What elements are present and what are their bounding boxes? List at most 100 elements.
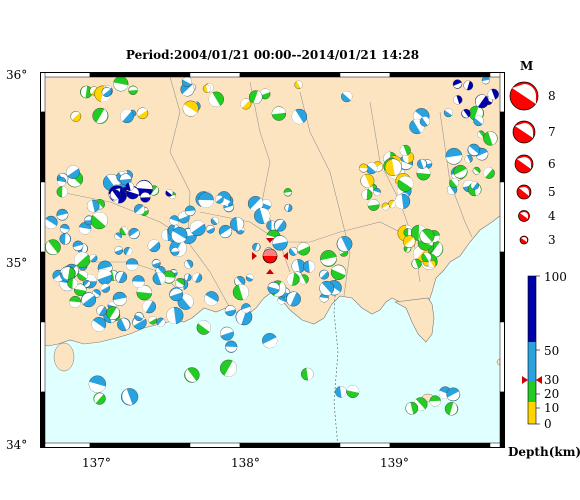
quake-beachball	[113, 76, 129, 92]
quake-beachball	[252, 242, 261, 252]
quake-beachball	[402, 235, 416, 248]
quake-beachball	[346, 385, 360, 398]
quake-beachball	[262, 333, 278, 349]
quake-beachball	[119, 173, 132, 186]
quake-beachball	[444, 402, 459, 416]
quake-beachball	[232, 284, 250, 301]
quake-beachball	[428, 259, 437, 268]
quake-beachball	[169, 287, 184, 302]
quake-beachball	[467, 143, 481, 157]
seismicity-map[interactable]	[40, 72, 505, 448]
quake-beachball	[77, 270, 88, 281]
quake-beachball	[298, 274, 309, 285]
frame-segment-right	[499, 391, 505, 448]
quake-beachball	[89, 254, 98, 263]
quake-beachball	[162, 270, 176, 284]
quake-beachball	[472, 166, 481, 175]
quake-beachball	[453, 164, 468, 179]
quake-beachball	[483, 167, 495, 179]
lon-label-138: 138°	[231, 456, 260, 470]
depth-band-mid	[528, 382, 536, 402]
mag-4-symbol	[518, 210, 530, 222]
quake-beachball	[57, 176, 67, 187]
quake-beachball	[74, 251, 91, 269]
mag-6-label: 6	[548, 157, 556, 171]
frame-segment-left	[40, 391, 46, 448]
quake-beachball	[151, 258, 161, 268]
quake-beachball	[445, 147, 463, 165]
depth-tick-0: 0	[544, 417, 552, 431]
quake-beachball	[225, 340, 238, 353]
quake-beachball	[182, 100, 199, 117]
quake-beachball	[365, 162, 378, 175]
quake-beachball	[230, 217, 245, 232]
quake-beachball	[273, 218, 287, 232]
quake-beachball	[419, 228, 435, 244]
quake-beachball	[112, 291, 127, 307]
quake-beachball	[405, 401, 419, 415]
quake-beachball	[171, 247, 180, 256]
quake-beachball	[219, 359, 237, 377]
map-border	[40, 72, 505, 448]
magnitude-legend: M 8 7 6 5 4 3	[509, 59, 556, 247]
quake-beachball	[245, 273, 254, 282]
quake-beachball	[449, 178, 459, 188]
depth-tick-100: 100	[544, 270, 567, 284]
quake-beachball	[109, 189, 121, 201]
quake-beachball	[117, 317, 131, 332]
quake-beachball	[285, 291, 301, 307]
quake-beachball	[388, 199, 397, 209]
quake-beachball	[125, 258, 139, 271]
quake-beachball	[296, 242, 311, 256]
mag-3-symbol	[519, 235, 529, 245]
quake-beachball	[208, 91, 225, 107]
quake-beachball	[115, 270, 128, 283]
quake-beachball	[134, 311, 144, 322]
quake-beachball	[294, 80, 303, 89]
quake-beachball	[359, 163, 369, 173]
quake-beachball	[192, 272, 203, 283]
lat-label-36: 36°	[6, 68, 28, 82]
lat-label-34: 34°	[6, 438, 28, 452]
quake-beachball	[120, 109, 134, 124]
depth-tick-50: 50	[544, 344, 559, 358]
depth-ticks	[536, 275, 540, 425]
depth-legend: 100 50 30 20 10 0 Depth(km)	[508, 270, 580, 459]
quake-beachball	[81, 292, 97, 308]
quake-beachball	[196, 320, 212, 335]
quake-beachball	[373, 188, 381, 196]
quake-beachball	[171, 226, 188, 243]
quake-beachball	[394, 193, 411, 210]
quake-beachball	[44, 215, 58, 230]
quake-beachball	[487, 88, 499, 100]
quake-beachball	[80, 85, 93, 99]
quake-beachball	[254, 207, 271, 224]
quake-beachball	[96, 305, 107, 316]
quake-beachball	[128, 85, 138, 95]
quake-beachball	[184, 259, 194, 269]
quake-beachball	[70, 111, 82, 122]
quake-beachball	[90, 212, 108, 230]
quake-beachball	[272, 235, 288, 251]
quake-beachball	[336, 236, 353, 252]
quake-beachball	[169, 215, 180, 226]
quake-beachball	[56, 186, 68, 198]
depth-band-very-deep	[528, 276, 536, 342]
quake-beachball	[411, 258, 422, 269]
quake-beachball	[483, 131, 498, 146]
quake-beachball	[133, 203, 145, 215]
quake-beachball	[123, 247, 133, 256]
quake-beachball	[184, 367, 200, 383]
quake-beachball	[235, 308, 253, 326]
quake-beachball	[210, 216, 219, 225]
quake-beachball	[101, 86, 112, 98]
quake-beachball	[120, 388, 139, 406]
quake-beachball	[142, 299, 157, 314]
map-title: Period:2004/01/21 00:00--2014/01/21 14:2…	[125, 48, 420, 62]
latest-event-marker[interactable]	[252, 238, 288, 274]
mag-6-symbol	[514, 154, 534, 174]
izu-peninsula	[394, 297, 435, 343]
quake-beachball	[97, 269, 113, 285]
quake-beachball	[165, 189, 173, 197]
quake-beachball	[224, 305, 236, 317]
